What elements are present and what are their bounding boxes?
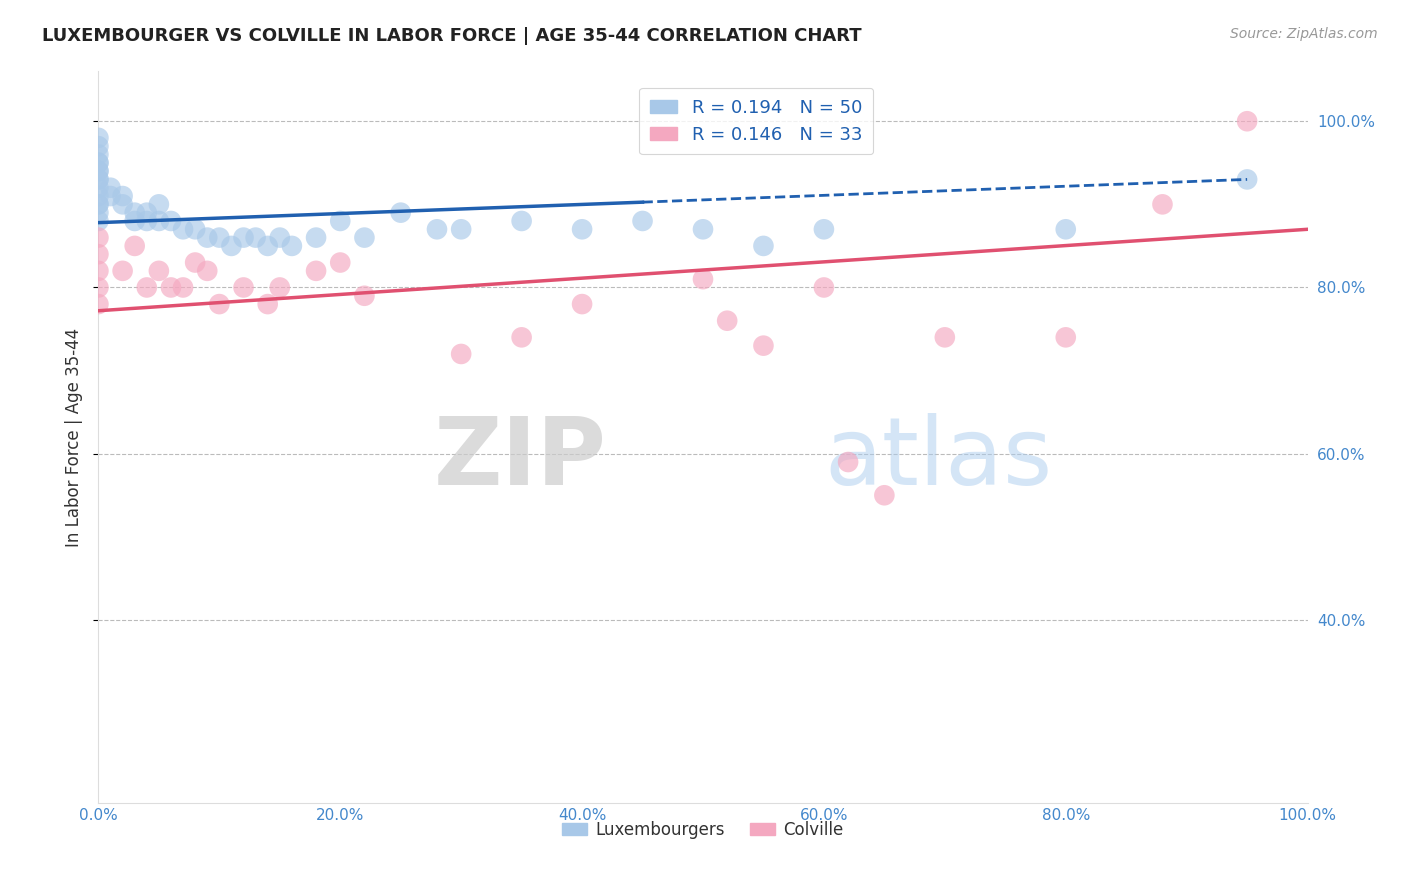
Point bbox=[111, 264, 134, 278]
Point bbox=[148, 264, 170, 278]
Point bbox=[148, 214, 170, 228]
Point bbox=[87, 189, 110, 203]
Point bbox=[716, 314, 738, 328]
Point bbox=[269, 280, 291, 294]
Text: Source: ZipAtlas.com: Source: ZipAtlas.com bbox=[1230, 27, 1378, 41]
Point bbox=[87, 139, 110, 153]
Point bbox=[87, 197, 110, 211]
Point bbox=[281, 239, 304, 253]
Point bbox=[172, 280, 194, 294]
Text: LUXEMBOURGER VS COLVILLE IN LABOR FORCE | AGE 35-44 CORRELATION CHART: LUXEMBOURGER VS COLVILLE IN LABOR FORCE … bbox=[42, 27, 862, 45]
Text: atlas: atlas bbox=[824, 413, 1052, 505]
Point bbox=[87, 156, 110, 170]
Point bbox=[195, 264, 218, 278]
Point bbox=[111, 189, 134, 203]
Point bbox=[510, 330, 533, 344]
Point bbox=[208, 230, 231, 244]
Point bbox=[135, 205, 157, 219]
Point bbox=[124, 214, 146, 228]
Point bbox=[1054, 222, 1077, 236]
Point bbox=[353, 230, 375, 244]
Point bbox=[631, 214, 654, 228]
Point bbox=[195, 230, 218, 244]
Point bbox=[329, 255, 352, 269]
Point bbox=[752, 239, 775, 253]
Point bbox=[450, 347, 472, 361]
Point bbox=[1236, 114, 1258, 128]
Point bbox=[426, 222, 449, 236]
Point bbox=[87, 156, 110, 170]
Point bbox=[160, 214, 183, 228]
Point bbox=[232, 230, 254, 244]
Point bbox=[221, 239, 243, 253]
Point bbox=[87, 197, 110, 211]
Point bbox=[135, 280, 157, 294]
Point bbox=[389, 205, 412, 219]
Point bbox=[571, 297, 593, 311]
Point bbox=[184, 255, 207, 269]
Point bbox=[87, 205, 110, 219]
Point bbox=[124, 239, 146, 253]
Point bbox=[305, 230, 328, 244]
Point bbox=[111, 197, 134, 211]
Point bbox=[100, 189, 122, 203]
Point bbox=[256, 239, 278, 253]
Point bbox=[208, 297, 231, 311]
Point bbox=[329, 214, 352, 228]
Point bbox=[1152, 197, 1174, 211]
Point bbox=[87, 131, 110, 145]
Point bbox=[571, 222, 593, 236]
Point bbox=[245, 230, 267, 244]
Point bbox=[87, 230, 110, 244]
Text: ZIP: ZIP bbox=[433, 413, 606, 505]
Point bbox=[510, 214, 533, 228]
Y-axis label: In Labor Force | Age 35-44: In Labor Force | Age 35-44 bbox=[65, 327, 83, 547]
Point bbox=[160, 280, 183, 294]
Point bbox=[1054, 330, 1077, 344]
Point bbox=[87, 264, 110, 278]
Point bbox=[232, 280, 254, 294]
Point bbox=[124, 205, 146, 219]
Point bbox=[269, 230, 291, 244]
Point bbox=[450, 222, 472, 236]
Point bbox=[752, 338, 775, 352]
Point bbox=[87, 297, 110, 311]
Point bbox=[934, 330, 956, 344]
Point bbox=[87, 172, 110, 186]
Point bbox=[873, 488, 896, 502]
Point bbox=[172, 222, 194, 236]
Point bbox=[692, 222, 714, 236]
Point bbox=[87, 280, 110, 294]
Point bbox=[184, 222, 207, 236]
Point bbox=[1236, 172, 1258, 186]
Point bbox=[148, 197, 170, 211]
Point bbox=[256, 297, 278, 311]
Point bbox=[87, 214, 110, 228]
Point bbox=[353, 289, 375, 303]
Point bbox=[87, 247, 110, 261]
Point bbox=[813, 222, 835, 236]
Point bbox=[692, 272, 714, 286]
Point bbox=[87, 180, 110, 194]
Point bbox=[837, 455, 859, 469]
Point bbox=[135, 214, 157, 228]
Point bbox=[87, 147, 110, 161]
Legend: Luxembourgers, Colville: Luxembourgers, Colville bbox=[555, 814, 851, 846]
Point bbox=[87, 164, 110, 178]
Point bbox=[305, 264, 328, 278]
Point bbox=[87, 172, 110, 186]
Point bbox=[87, 164, 110, 178]
Point bbox=[813, 280, 835, 294]
Point bbox=[100, 180, 122, 194]
